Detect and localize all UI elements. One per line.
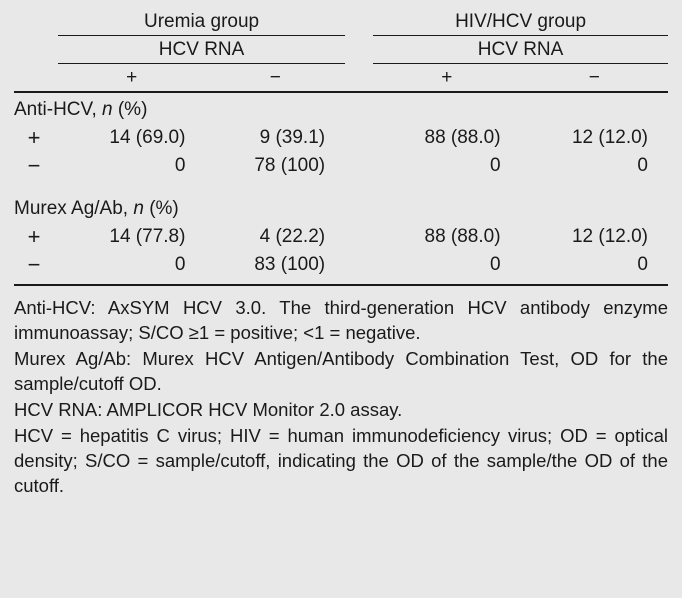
table-row: −083 (100)00 (14, 251, 668, 285)
footnote-line: Anti-HCV: AxSYM HCV 3.0. The third-gener… (14, 296, 668, 346)
cell-value: 14 (69.0) (58, 124, 205, 152)
cell-value: 4 (22.2) (205, 223, 345, 251)
footnote-line: Murex Ag/Ab: Murex HCV Antigen/Antibody … (14, 347, 668, 397)
cell-value: 83 (100) (205, 251, 345, 285)
group1-subheader: HCV RNA (58, 36, 345, 64)
cell-value: 0 (373, 251, 520, 285)
table-row: +14 (77.8)4 (22.2) 88 (88.0)12 (12.0) (14, 223, 668, 251)
footnote-line: HCV RNA: AMPLICOR HCV Monitor 2.0 assay. (14, 398, 668, 423)
cell-value: 0 (58, 251, 205, 285)
cell-value: 78 (100) (205, 152, 345, 180)
cell-value: 12 (12.0) (521, 223, 668, 251)
row-sign: + (14, 124, 58, 152)
row-sign: − (14, 152, 58, 180)
cell-value: 0 (373, 152, 520, 180)
group2-header: HIV/HCV group (373, 8, 668, 36)
g2-neg-header: − (521, 64, 668, 93)
cell-value: 88 (88.0) (373, 124, 520, 152)
section-label: Murex Ag/Ab, n (%) (14, 180, 668, 223)
cell-value: 14 (77.8) (58, 223, 205, 251)
cell-value: 0 (58, 152, 205, 180)
cell-value: 0 (521, 251, 668, 285)
section-label: Anti-HCV, n (%) (14, 92, 668, 124)
cell-value: 88 (88.0) (373, 223, 520, 251)
table-row: +14 (69.0)9 (39.1) 88 (88.0)12 (12.0) (14, 124, 668, 152)
footnote-line: HCV = hepatitis C virus; HIV = human imm… (14, 424, 668, 499)
cell-value: 12 (12.0) (521, 124, 668, 152)
g1-pos-header: + (58, 64, 205, 93)
table-row: −078 (100)00 (14, 152, 668, 180)
data-table: Uremia group HIV/HCV group HCV RNA HCV R… (14, 8, 668, 286)
cell-value: 9 (39.1) (205, 124, 345, 152)
group2-subheader: HCV RNA (373, 36, 668, 64)
row-sign: + (14, 223, 58, 251)
table-footnotes: Anti-HCV: AxSYM HCV 3.0. The third-gener… (14, 296, 668, 499)
g2-pos-header: + (373, 64, 520, 93)
g1-neg-header: − (205, 64, 345, 93)
group1-header: Uremia group (58, 8, 345, 36)
row-sign: − (14, 251, 58, 285)
cell-value: 0 (521, 152, 668, 180)
